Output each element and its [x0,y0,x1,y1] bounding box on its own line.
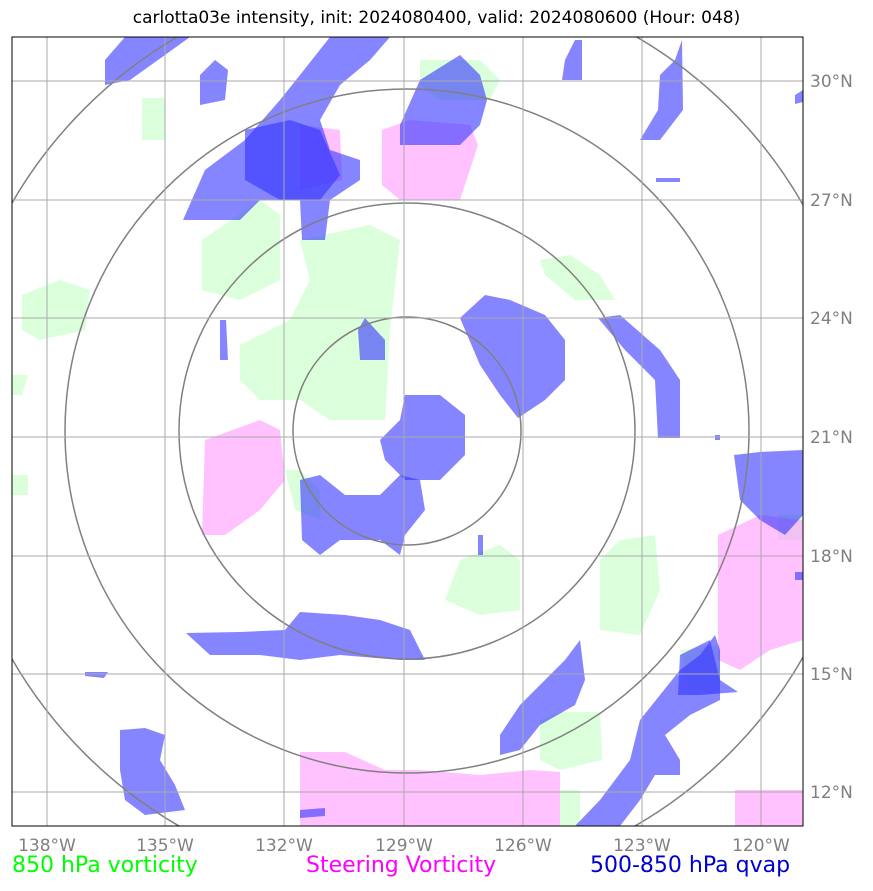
qvap-region [400,55,487,145]
lon-label: 123°W [613,836,671,856]
vort850-region [560,790,580,826]
qvap-region [186,612,425,660]
qvap-region [500,640,585,755]
lon-label: 132°W [255,836,313,856]
vort850-region [600,535,660,635]
lon-label: 135°W [136,836,194,856]
qvap-region [795,90,803,104]
qvap-region [678,640,738,695]
map-title: carlotta03e intensity, init: 2024080400,… [132,8,741,28]
plot-frame [11,36,804,827]
distance-ring [292,316,522,546]
lat-label: 15°N [810,665,853,685]
distance-ring [64,88,750,774]
qvap-region [200,60,228,105]
qvap-region [85,672,108,678]
qvap-region [245,120,340,200]
lat-label: 12°N [810,783,853,803]
legend-steering-vorticity: Steering Vorticity [306,853,497,878]
qvap-region [478,535,483,555]
qvap-region [460,295,565,418]
qvap-region [220,320,228,360]
vort850-region [22,280,90,340]
vort850-region [540,255,615,300]
vort850-region [445,545,520,615]
qvap-region [120,728,185,815]
steering-region [735,790,803,826]
lat-labels: 30°N 27°N 24°N 21°N 18°N 15°N 12°N [810,72,853,803]
vorticity-850-layer [12,60,803,826]
lat-label: 30°N [810,72,853,92]
qvap-region [358,318,385,360]
qvap-region [640,40,683,140]
qvap-region [105,37,190,85]
qvap-region [598,315,680,438]
qvap-region [795,572,803,580]
legend-qvap: 500-850 hPa qvap [590,853,791,878]
lat-label: 18°N [810,547,853,567]
distance-ring [178,202,636,660]
lat-label: 24°N [810,309,853,329]
lon-labels: 138°W 135°W 132°W 129°W 126°W 123°W 120°… [18,836,790,856]
steering-region [300,752,560,826]
qvap-region [300,808,325,818]
qvap-region [562,40,582,80]
lon-label: 138°W [18,836,76,856]
vort850-region [12,375,28,395]
lon-label: 129°W [375,836,433,856]
lon-label: 126°W [494,836,552,856]
graticule [12,37,803,826]
lon-label: 120°W [732,836,790,856]
lat-label: 27°N [810,191,853,211]
vort850-region [142,98,165,140]
vort850-region [240,225,400,420]
legend-850-vorticity: 850 hPa vorticity [12,853,198,878]
qvap-region [656,178,680,182]
qvap-layer [85,37,803,826]
lat-label: 21°N [810,428,853,448]
qvap-region [300,475,425,555]
vort850-region [202,200,280,300]
qvap-region [734,450,803,535]
steering-region [202,420,285,535]
vort850-region [540,712,602,770]
vort850-region [12,475,28,495]
